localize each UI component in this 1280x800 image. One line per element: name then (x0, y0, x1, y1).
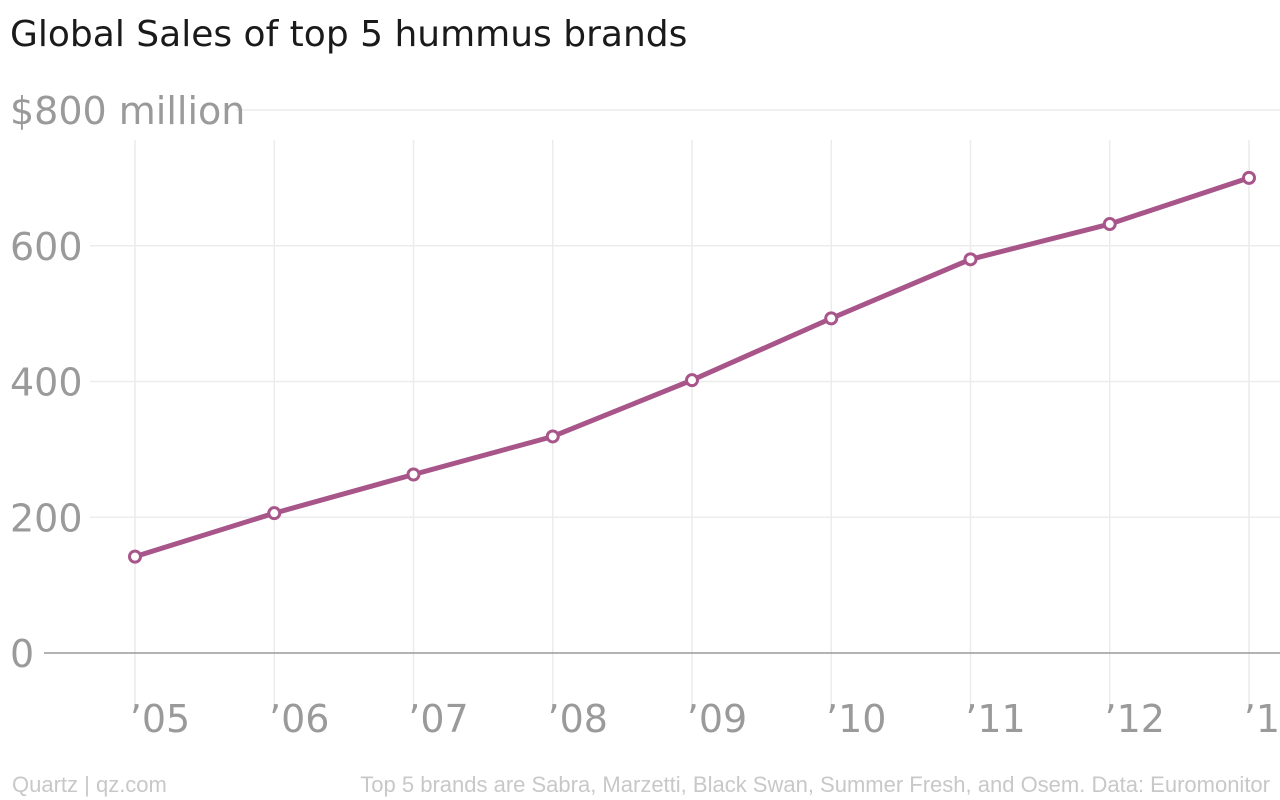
y-tick-label: 0 (10, 632, 34, 676)
chart-title: Global Sales of top 5 hummus brands (10, 14, 688, 55)
data-point[interactable] (267, 506, 282, 521)
x-tick-label: ’13 (1244, 697, 1280, 741)
x-axis-labels: ’05 ’06 ’07 ’08 ’09 ’10 ’11 ’12 ’13 (130, 697, 1280, 741)
data-point[interactable] (406, 467, 421, 482)
y-tick-label: 400 (10, 361, 83, 405)
data-point[interactable] (545, 429, 560, 444)
grid-layer (44, 109, 1280, 705)
footer-note: Top 5 brands are Sabra, Marzetti, Black … (360, 772, 1270, 797)
x-tick-label: ’11 (965, 697, 1025, 741)
x-tick-label: ’08 (548, 697, 608, 741)
y-tick-label: 600 (10, 225, 83, 269)
x-tick-label: ’05 (130, 697, 190, 741)
data-point[interactable] (685, 373, 699, 388)
data-point[interactable] (128, 549, 142, 564)
x-tick-label: ’09 (687, 697, 747, 741)
data-point[interactable] (1242, 170, 1256, 185)
x-tick-label: ’06 (269, 697, 329, 741)
footer-credit: Quartz | qz.com (12, 772, 167, 797)
y-tick-label: $800 million (10, 89, 245, 133)
series-layer (128, 170, 1256, 564)
data-point[interactable] (963, 252, 978, 267)
y-tick-label: 200 (10, 496, 83, 540)
x-tick-label: ’12 (1105, 697, 1165, 741)
x-tick-label: ’07 (408, 697, 468, 741)
data-point[interactable] (824, 311, 839, 326)
data-point[interactable] (1102, 217, 1117, 232)
y-axis-labels: 0 200 400 600 $800 million (10, 89, 245, 676)
x-tick-label: ’10 (826, 697, 886, 741)
